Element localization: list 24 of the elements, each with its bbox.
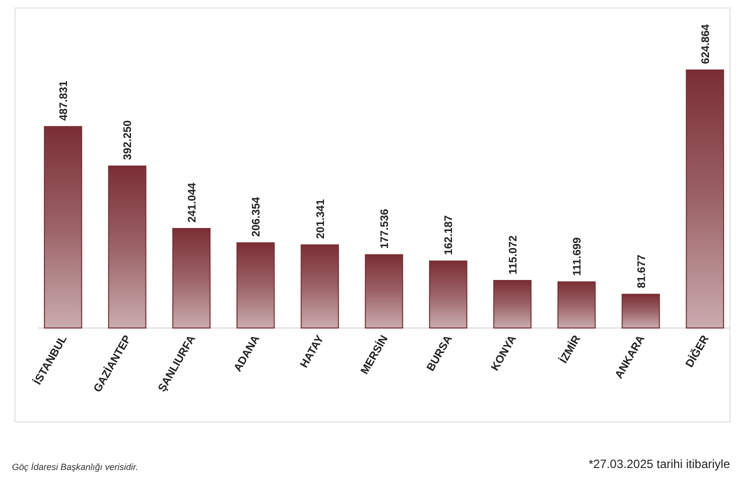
data-label: 201.341 [314,199,327,239]
data-label: 241.044 [186,182,198,222]
bar [300,244,339,328]
bar [686,70,724,328]
bar [172,228,211,328]
data-label: 392.250 [122,120,134,160]
bar [493,280,532,328]
bar [557,281,596,328]
bar [108,166,146,328]
bar [364,254,404,328]
data-label: 177.536 [379,208,391,249]
bar [429,260,468,328]
bar [44,126,82,328]
bar [622,294,660,328]
bar [236,242,275,328]
data-label: 111.699 [572,237,584,276]
data-label: 162.187 [443,215,456,256]
text: Göç İdaresi Başkanlığı verisidir. [12,462,138,472]
data-label: 487.831 [58,80,70,121]
data-label: 81.677 [636,254,648,288]
data-label: 206.354 [250,196,263,237]
data-label: 624.864 [700,23,712,64]
data-label: 115.072 [507,235,520,274]
text: *27.03.2025 tarihi itibariyle [588,457,730,471]
